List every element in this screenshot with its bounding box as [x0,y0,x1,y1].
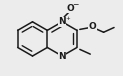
Text: O: O [67,4,75,13]
Text: O: O [88,22,96,31]
Text: +: + [65,16,70,21]
Text: −: − [72,0,79,9]
Text: N: N [58,17,66,26]
Text: N: N [58,52,66,60]
